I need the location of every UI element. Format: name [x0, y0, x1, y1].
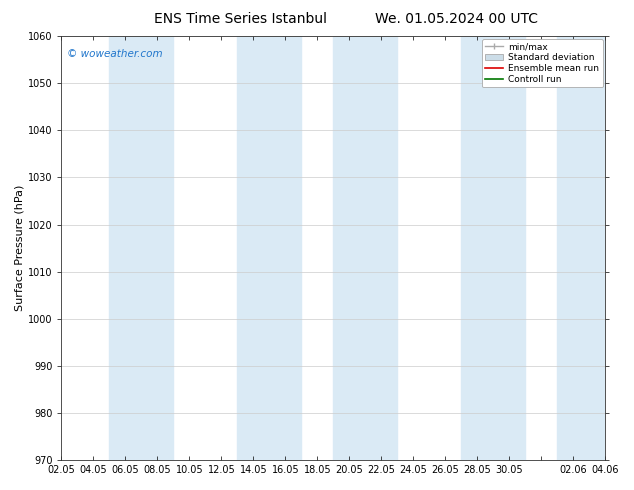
Bar [237, 36, 301, 460]
Bar [110, 36, 173, 460]
Bar [333, 36, 398, 460]
Y-axis label: Surface Pressure (hPa): Surface Pressure (hPa) [15, 185, 25, 311]
Bar [462, 36, 526, 460]
Bar [557, 36, 621, 460]
Text: ENS Time Series Istanbul: ENS Time Series Istanbul [155, 12, 327, 26]
Text: We. 01.05.2024 00 UTC: We. 01.05.2024 00 UTC [375, 12, 538, 26]
Text: © woweather.com: © woweather.com [67, 49, 162, 59]
Legend: min/max, Standard deviation, Ensemble mean run, Controll run: min/max, Standard deviation, Ensemble me… [482, 39, 602, 88]
